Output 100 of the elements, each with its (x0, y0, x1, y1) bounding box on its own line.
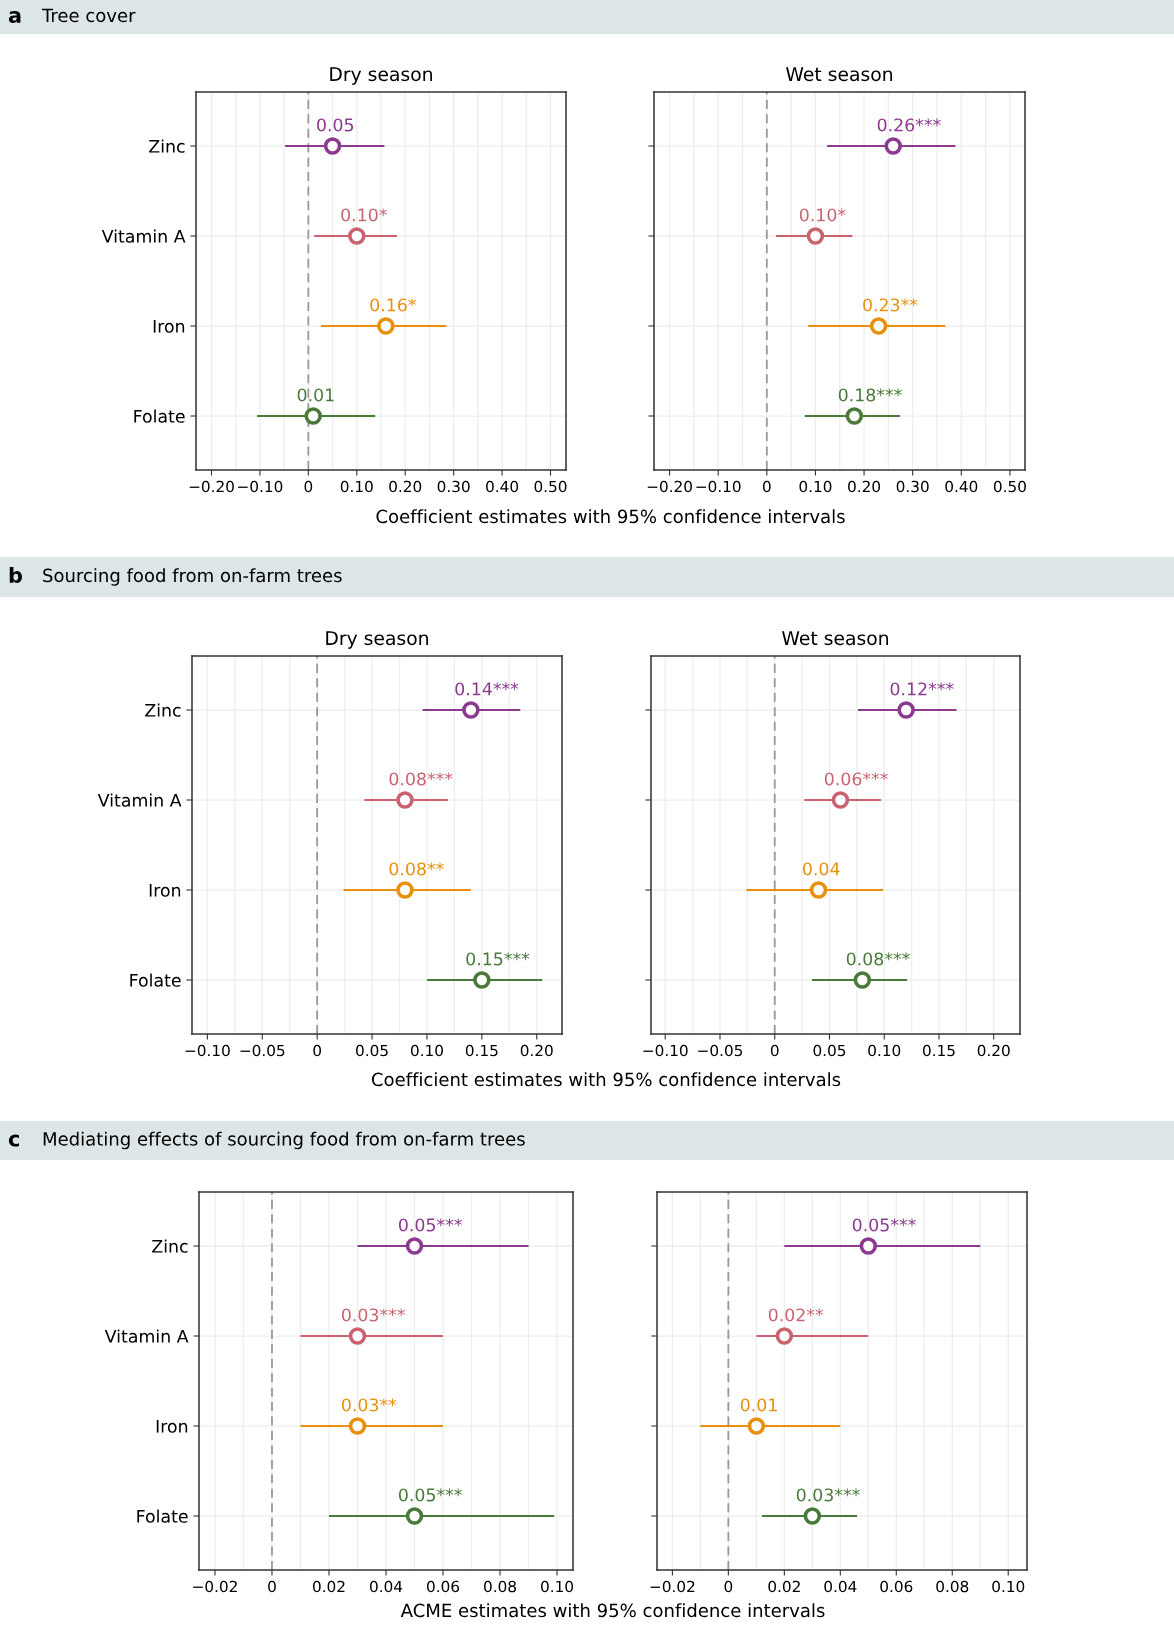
y-tick-label: Folate (137, 1509, 188, 1523)
data-label: 0.01 (297, 388, 334, 402)
data-label: 0.12*** (890, 682, 954, 696)
x-tick-label: 0.04 (824, 1580, 857, 1593)
chart-subtitle: Tree cover (41, 8, 136, 23)
point (806, 227, 825, 245)
x-tick-label: −0.10 (696, 480, 741, 493)
data-label: 0.05*** (852, 1218, 916, 1232)
x-tick-label: 0.15 (465, 1044, 498, 1057)
x-tick-label: −0.05 (240, 1044, 285, 1057)
chart-title: Wet season (786, 67, 893, 82)
data-label: 0.06*** (824, 772, 888, 786)
x-tick-label: 0.40 (486, 480, 519, 493)
point (831, 791, 850, 809)
x-tick-label: 0.02 (312, 1580, 345, 1593)
x-tick-label: −0.02 (193, 1580, 237, 1593)
x-tick-label: 0.50 (534, 480, 567, 493)
data-label: 0.03*** (796, 1488, 860, 1502)
point (884, 137, 902, 155)
x-tick-label: 0.08 (484, 1580, 516, 1593)
chart-subtitle: Mediating effects of sourcing food from on-farm trees (43, 1131, 525, 1150)
x-tick-label: 0.06 (880, 1580, 913, 1593)
data-label: 0.03** (341, 1398, 397, 1412)
x-tick-label: −0.20 (189, 480, 234, 493)
x-tick-label: −0.10 (185, 1044, 230, 1057)
data-label: 0.16* (370, 298, 416, 312)
point (853, 971, 872, 989)
x-tick-label: 0.10 (541, 1580, 574, 1593)
y-tick-label: Zinc (145, 703, 181, 717)
x-tick-label: 0.50 (993, 480, 1026, 493)
chart-title: Dry season (326, 631, 428, 649)
point (377, 317, 395, 335)
y-tick-label: Zinc (152, 1239, 188, 1253)
data-label: 0.08*** (846, 952, 910, 966)
x-tick-label: 0 (770, 1044, 779, 1057)
point (803, 1507, 822, 1525)
x-tick-label: −0.05 (698, 1044, 743, 1057)
point (897, 701, 915, 719)
x-tick-label: 0.10 (340, 480, 373, 493)
chart-subtitle: Sourcing food from on-farm trees (43, 568, 342, 586)
x-tick-label: 0.15 (922, 1044, 955, 1057)
data-label: 0.08*** (389, 772, 453, 786)
data-label: 0.05*** (398, 1488, 463, 1502)
y-tick-label: Iron (153, 319, 185, 333)
y-tick-label: Folate (134, 409, 185, 423)
point (747, 1417, 766, 1435)
text: c (8, 1134, 19, 1147)
data-label: 0.15*** (466, 952, 530, 966)
x-tick-label: −0.10 (238, 480, 283, 493)
x-tick-label: 0 (762, 480, 771, 493)
data-label: 0.01 (740, 1398, 777, 1412)
text: a (8, 11, 21, 24)
x-tick-label: −0.02 (650, 1580, 695, 1593)
x-tick-label: 0.10 (410, 1044, 443, 1057)
x-tick-label: 0.10 (868, 1044, 901, 1057)
point (869, 317, 888, 335)
point (323, 137, 342, 155)
chart-title: Dry season (330, 67, 432, 85)
x-tick-label: 0.10 (799, 480, 832, 493)
point (845, 407, 864, 425)
point (859, 1237, 878, 1255)
x-tick-label: 0.20 (848, 480, 881, 493)
data-label: 0.05*** (398, 1218, 463, 1232)
x-tick-label: 0.20 (977, 1044, 1010, 1057)
x-tick-label: 0.06 (427, 1580, 460, 1593)
x-axis-title: ACME estimates with 95% confidence intervals (400, 1603, 825, 1618)
chart-title: Wet season (782, 631, 889, 646)
x-axis-title: Coefficient estimates with 95% confidence intervals (371, 1072, 841, 1087)
point (348, 227, 366, 245)
x-tick-label: 0.04 (370, 1580, 403, 1593)
x-tick-label: 0.30 (896, 480, 929, 493)
data-label: 0.05 (317, 118, 354, 132)
point (775, 1327, 794, 1345)
text: b (9, 566, 22, 584)
x-tick-label: 0.20 (520, 1044, 553, 1057)
y-tick-label: Vitamin A (101, 229, 186, 243)
data-label: 0.14*** (455, 682, 519, 696)
data-label: 0.23** (863, 298, 918, 312)
point (304, 407, 322, 425)
y-tick-label: Vitamin A (104, 1329, 189, 1343)
x-tick-label: 0.10 (992, 1580, 1025, 1593)
x-tick-label: 0.05 (813, 1044, 846, 1057)
x-tick-label: 0.02 (768, 1580, 800, 1593)
x-tick-label: 0.40 (945, 480, 978, 493)
x-tick-label: −0.10 (643, 1044, 688, 1057)
data-label: 0.08** (389, 862, 444, 876)
data-label: 0.18*** (838, 388, 902, 402)
y-tick-label: Folate (130, 973, 181, 987)
x-tick-label: 0.20 (389, 480, 422, 493)
x-tick-label: 0 (724, 1580, 733, 1593)
data-label: 0.10* (799, 208, 846, 222)
x-tick-label: −0.20 (647, 480, 692, 493)
point (809, 881, 828, 899)
data-label: 0.04 (803, 862, 840, 876)
y-tick-label: Zinc (149, 139, 185, 153)
data-label: 0.02** (768, 1308, 824, 1322)
x-tick-label: 0.08 (936, 1580, 969, 1593)
y-tick-label: Iron (149, 883, 181, 897)
x-tick-label: 0 (313, 1044, 322, 1057)
y-tick-label: Vitamin A (97, 793, 182, 807)
